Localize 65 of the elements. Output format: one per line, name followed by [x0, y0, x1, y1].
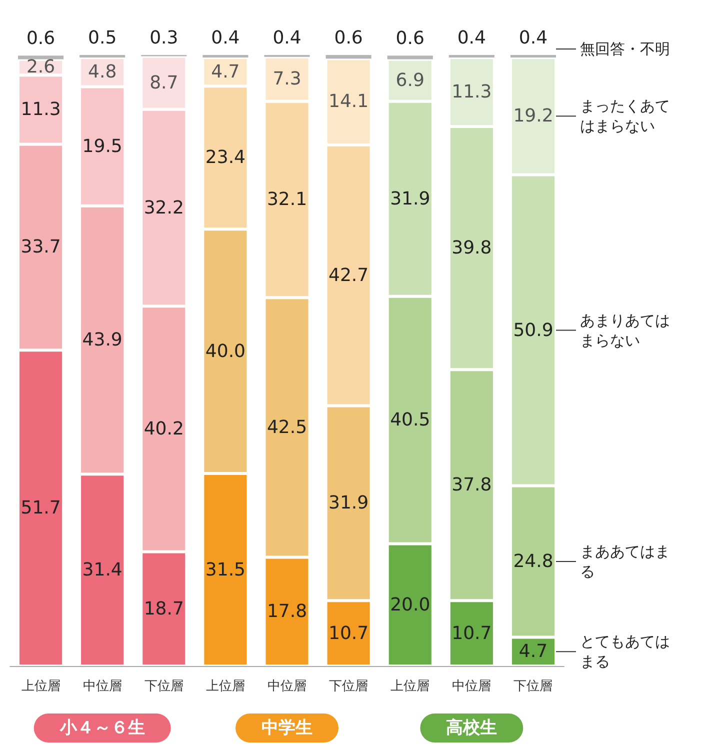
data-label: 0.3 — [150, 28, 178, 48]
data-label: 24.8 — [513, 551, 554, 572]
data-label: 0.6 — [396, 28, 424, 50]
x-tick-label: 中位層 — [82, 679, 122, 694]
x-tick-label: 上位層 — [206, 679, 245, 694]
data-label: 0.4 — [457, 28, 486, 48]
data-label: 33.7 — [20, 236, 61, 258]
data-label: 31.9 — [390, 188, 430, 210]
data-label: 40.2 — [144, 418, 184, 440]
data-label: 19.2 — [513, 106, 554, 127]
data-label: 18.7 — [144, 598, 184, 620]
bar — [18, 56, 64, 60]
data-label: 6.9 — [396, 70, 424, 91]
data-label: 7.3 — [272, 68, 302, 90]
data-label: 50.9 — [513, 320, 554, 341]
data-label: 39.8 — [452, 238, 492, 259]
data-label: 31.9 — [328, 492, 369, 514]
data-label: 42.7 — [328, 264, 369, 286]
data-label: 32.1 — [266, 189, 308, 210]
text: 小４～６生 — [58, 718, 145, 738]
data-label: 11.3 — [452, 81, 492, 102]
x-tick-label: 中位層 — [452, 679, 492, 694]
data-label: 4.8 — [88, 62, 117, 83]
x-tick-label: 上位層 — [390, 679, 430, 694]
data-label: 40.5 — [390, 410, 430, 431]
data-label: 0.6 — [334, 28, 363, 48]
data-label: 20.0 — [390, 594, 430, 616]
series-label: 無回答・不明 — [580, 40, 670, 58]
data-label: 0.4 — [518, 28, 548, 48]
data-label: 2.6 — [26, 56, 56, 78]
text: 中学生 — [262, 718, 312, 738]
x-tick-label: 上位層 — [21, 679, 60, 694]
bar — [387, 56, 433, 60]
data-label: 42.5 — [266, 416, 308, 438]
data-label: 31.4 — [82, 560, 122, 581]
data-label: 17.8 — [266, 601, 308, 622]
data-label: 8.7 — [150, 72, 178, 94]
data-label: 14.1 — [328, 91, 369, 112]
x-tick-label: 中位層 — [268, 679, 306, 694]
data-label: 10.7 — [452, 622, 492, 644]
data-label: 4.7 — [518, 641, 548, 662]
series-label: まったくあてはまらない — [580, 97, 670, 136]
x-tick-label: 下位層 — [329, 679, 368, 694]
data-label: 51.7 — [20, 498, 61, 519]
data-label: 0.6 — [26, 28, 56, 50]
data-label: 19.5 — [82, 136, 122, 157]
data-label: 0.4 — [272, 28, 302, 48]
data-label: 32.2 — [144, 197, 184, 218]
data-label: 10.7 — [328, 622, 369, 644]
data-label: 4.7 — [211, 61, 240, 82]
data-label: 0.5 — [88, 28, 117, 48]
data-label: 43.9 — [82, 330, 122, 351]
series-label: あまりあてはまらない — [580, 311, 670, 350]
data-label: 0.4 — [211, 28, 240, 48]
data-label: 31.5 — [205, 559, 246, 580]
data-label: 37.8 — [452, 474, 492, 496]
data-label: 40.0 — [205, 340, 246, 362]
bar — [326, 55, 372, 59]
text: 高校生 — [446, 718, 498, 738]
series-label: まああてはまる — [580, 542, 670, 581]
x-tick-label: 下位層 — [144, 679, 184, 694]
series-label: とてもあてはまる — [580, 632, 670, 671]
x-tick-label: 下位層 — [514, 679, 553, 694]
data-label: 23.4 — [205, 147, 246, 168]
data-label: 11.3 — [20, 99, 61, 120]
